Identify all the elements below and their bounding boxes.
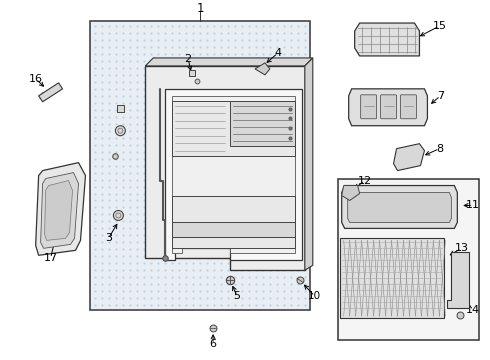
Text: 17: 17 (44, 253, 58, 263)
Polygon shape (41, 172, 78, 248)
Circle shape (113, 211, 123, 220)
Text: 4: 4 (274, 48, 281, 58)
Text: 16: 16 (28, 74, 43, 84)
Text: 3: 3 (105, 233, 112, 243)
Polygon shape (255, 63, 270, 75)
Text: 2: 2 (185, 54, 192, 64)
Polygon shape (146, 58, 313, 66)
FancyBboxPatch shape (172, 101, 295, 156)
FancyBboxPatch shape (189, 70, 195, 76)
FancyBboxPatch shape (172, 222, 295, 237)
FancyBboxPatch shape (361, 95, 377, 119)
Text: 12: 12 (358, 176, 372, 185)
FancyBboxPatch shape (91, 21, 310, 310)
Polygon shape (36, 163, 85, 255)
Polygon shape (349, 89, 427, 126)
Polygon shape (305, 58, 313, 270)
Polygon shape (45, 181, 73, 240)
Polygon shape (348, 193, 451, 222)
FancyBboxPatch shape (338, 179, 479, 340)
Text: 5: 5 (234, 291, 241, 301)
Text: 14: 14 (466, 305, 480, 315)
Polygon shape (39, 83, 63, 102)
FancyBboxPatch shape (400, 95, 416, 119)
Text: 15: 15 (432, 21, 446, 31)
FancyBboxPatch shape (340, 238, 444, 318)
Polygon shape (342, 185, 360, 201)
Text: 6: 6 (210, 339, 217, 349)
Polygon shape (172, 96, 295, 253)
FancyBboxPatch shape (117, 105, 124, 112)
Text: 13: 13 (454, 243, 468, 253)
Polygon shape (342, 185, 457, 228)
Text: 11: 11 (466, 201, 480, 211)
Polygon shape (393, 144, 424, 171)
Text: 9: 9 (243, 237, 249, 247)
Text: 10: 10 (308, 291, 321, 301)
Polygon shape (447, 252, 469, 308)
Text: 7: 7 (437, 91, 444, 101)
Text: 1: 1 (196, 1, 204, 15)
Polygon shape (146, 66, 305, 270)
Polygon shape (355, 23, 419, 56)
FancyBboxPatch shape (230, 101, 295, 146)
FancyBboxPatch shape (172, 195, 295, 248)
Text: 8: 8 (436, 144, 443, 154)
Circle shape (116, 126, 125, 136)
Polygon shape (165, 89, 302, 260)
FancyBboxPatch shape (381, 95, 396, 119)
